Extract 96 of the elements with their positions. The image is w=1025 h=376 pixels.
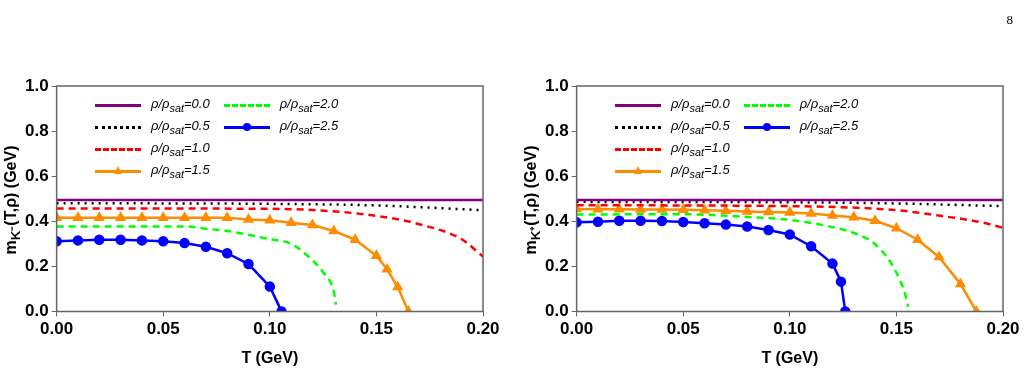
legend-label: ρ/ρ$_{sat}$=0.5 (151, 118, 210, 136)
x-tick-label: 0.00 (560, 319, 594, 339)
x-tick-label: 0.15 (879, 319, 913, 339)
y-tick-label: 0.6 (24, 165, 49, 185)
point (635, 204, 646, 213)
y-tick-label: 0.0 (24, 301, 49, 321)
line-series (56, 207, 483, 258)
point (329, 225, 339, 235)
point (243, 214, 254, 223)
line-series (576, 203, 1003, 230)
point (849, 211, 859, 221)
point (827, 258, 838, 269)
point (699, 204, 710, 214)
point (614, 215, 625, 227)
y-tick-label: 1.0 (544, 75, 569, 95)
legend-label: ρ/ρ$_{sat}$=0.0 (151, 96, 210, 114)
x-tick-label: 0.15 (359, 319, 393, 339)
x-tick-label: 0.10 (253, 319, 287, 339)
point (371, 250, 382, 259)
point (614, 204, 624, 213)
y-tick-label: 0.4 (24, 210, 50, 230)
point (699, 218, 710, 229)
legend-label: ρ/ρ$_{sat}$=2.0 (279, 96, 339, 114)
point (286, 217, 296, 227)
point (157, 236, 169, 247)
point (158, 212, 168, 221)
point (805, 241, 817, 252)
y-tick-label: 0.0 (544, 301, 569, 321)
point (592, 216, 604, 227)
point (678, 204, 688, 213)
point (222, 212, 232, 222)
point (656, 215, 668, 227)
point (721, 205, 731, 214)
y-tick-label: 0.2 (24, 256, 49, 276)
x-tick-label: 0.20 (986, 319, 1020, 339)
point (741, 221, 753, 232)
point (200, 241, 212, 252)
y-tick-label: 0.8 (24, 120, 49, 140)
x-tick-label: 0.20 (466, 319, 500, 339)
point (179, 237, 190, 249)
point (870, 215, 880, 225)
x-axis-title: T (GeV) (761, 348, 819, 366)
point (763, 224, 774, 236)
x-tick-label: 0.00 (40, 319, 74, 339)
point (657, 204, 667, 213)
point (350, 234, 360, 243)
x-tick-label: 0.10 (773, 319, 807, 339)
point (934, 251, 944, 261)
legend-label: ρ/ρ$_{sat}$=0.0 (671, 96, 730, 114)
point (913, 234, 923, 243)
point (677, 216, 689, 228)
point (115, 212, 126, 221)
legend-label: ρ/ρ$_{sat}$=1.0 (671, 140, 730, 158)
y-tick-label: 0.2 (544, 256, 569, 276)
point (307, 219, 318, 229)
point (201, 212, 211, 221)
point (243, 258, 254, 270)
x-axis-title: T (GeV) (241, 348, 299, 366)
point (742, 206, 752, 215)
point (136, 235, 148, 246)
point (393, 281, 403, 291)
point (137, 212, 147, 221)
legend-label: ρ/ρ$_{sat}$=1.0 (151, 140, 210, 158)
point (221, 248, 233, 259)
legend-label: ρ/ρ$_{sat}$=0.5 (671, 118, 730, 136)
legend-label: ρ/ρ$_{sat}$=1.5 (151, 162, 210, 180)
point (891, 222, 902, 232)
point (806, 208, 816, 217)
point (179, 212, 190, 221)
point (635, 215, 646, 227)
point (115, 234, 126, 245)
text: 8 (1006, 12, 1013, 28)
point (73, 212, 83, 221)
point (835, 276, 847, 287)
x-tick-label: 0.05 (146, 319, 180, 339)
point (763, 206, 774, 216)
legend-label: ρ/ρ$_{sat}$=2.5 (799, 118, 859, 136)
y-tick-label: 0.4 (544, 210, 570, 230)
point (720, 219, 732, 230)
point (784, 229, 796, 240)
point (264, 281, 276, 292)
y-tick-label: 1.0 (24, 75, 49, 95)
legend-label: ρ/ρ$_{sat}$=2.5 (279, 118, 339, 136)
point (827, 210, 838, 219)
point (955, 278, 966, 288)
point (72, 235, 84, 246)
x-tick-label: 0.05 (666, 319, 700, 339)
point (94, 212, 104, 221)
y-tick-label: 0.6 (544, 165, 569, 185)
point (593, 204, 603, 213)
point (94, 234, 105, 245)
legend-label: ρ/ρ$_{sat}$=2.0 (799, 96, 859, 114)
point (785, 207, 795, 216)
line-series (56, 225, 338, 306)
y-tick-label: 0.8 (544, 120, 569, 140)
legend-label: ρ/ρ$_{sat}$=1.5 (671, 162, 730, 180)
